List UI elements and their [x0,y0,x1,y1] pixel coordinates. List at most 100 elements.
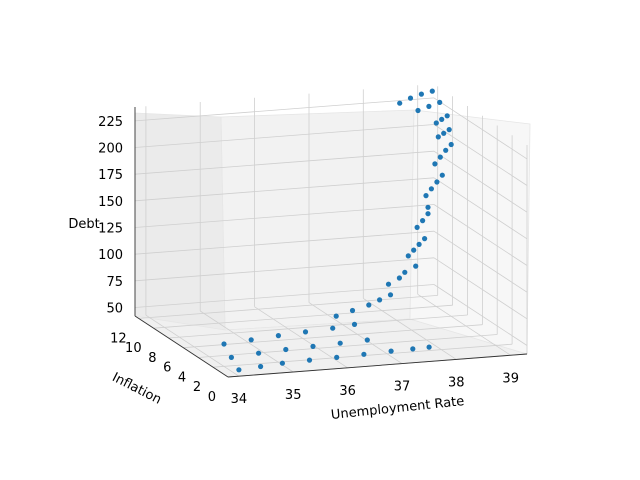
z-axis-label: Debt [68,217,99,232]
y-grid-line-floor [183,324,483,349]
y-tick-label: 10 [125,341,142,356]
data-point [248,337,254,343]
x-grid-line-floor [254,306,348,369]
z-grid-line-right [433,177,528,240]
data-point [334,354,340,360]
z-grid-line-back [134,230,435,255]
x-grid-line-floor [363,298,457,360]
y-tick-label: 12 [110,331,127,346]
data-point [441,130,447,136]
z-tick-label: 100 [98,248,123,263]
z-tick-label: 50 [106,302,123,317]
x-tick-label: 37 [394,380,411,395]
data-point [330,325,336,331]
data-point [387,292,394,298]
data-point [434,179,440,185]
z-grid-line-right [433,230,528,293]
data-point [414,224,420,230]
data-point [418,91,424,97]
z-tick-label: 75 [106,275,123,290]
z-grid-line-back [134,97,435,122]
data-point [221,341,227,347]
data-point [437,99,443,105]
z-grid-line-right [433,257,528,320]
data-point [310,343,316,349]
back-pane [220,109,415,331]
data-point [415,107,421,114]
data-point [275,333,281,339]
data-point [407,95,414,101]
z-grid-line-right [433,204,528,266]
data-point [429,88,435,94]
axis-lines [134,107,528,378]
data-point [444,113,450,119]
scatter-points [221,88,454,373]
z-grid-line-right [433,150,528,213]
x-tick-label: 39 [502,371,519,386]
data-point [439,116,445,122]
z-grid-line-right [433,284,528,346]
z-tick-label: 200 [98,142,123,157]
z-grid-line-back [134,177,435,202]
data-point [402,269,408,275]
data-point [423,193,429,199]
z-grid-line-back [134,284,435,308]
data-point [333,313,339,319]
x-grid-line-floor [308,302,403,364]
z-grid-line-right [433,97,528,160]
axis-panes [134,109,531,378]
y-tick-label: 8 [148,351,156,366]
y-tick-label: 6 [163,361,171,376]
data-point [302,329,309,335]
data-point [426,344,432,350]
y-grid-line-floor [153,304,453,329]
data-point [283,346,289,353]
grid-lines [134,85,528,378]
x-tick-label: 34 [231,392,248,407]
z-grid-line-back [134,257,435,282]
data-point [446,127,452,133]
data-point [377,297,383,303]
data-point [388,348,394,354]
y-tick-label: 2 [193,380,201,395]
data-point [405,253,411,259]
data-point [428,186,434,192]
data-point [411,247,417,253]
data-point [306,357,313,363]
y-grid-line-floor [138,295,438,319]
data-point [385,281,392,287]
data-point [279,360,285,366]
data-point [448,141,454,148]
y-axis-label: Inflation [110,370,164,407]
data-point [258,363,264,370]
data-point [420,218,426,224]
x-tick-label: 38 [448,375,465,390]
y-tick-label: 0 [208,390,216,405]
data-point [437,154,443,160]
z-grid-line-back [134,204,435,228]
z-grid-line-back [134,124,435,148]
z-tick-label: 150 [98,195,123,210]
y-grid-line-floor [198,334,498,358]
z-grid-line-back [134,150,435,175]
x-axis-line [227,353,528,378]
z-tick-label: 175 [98,168,123,183]
x-tick-label: 35 [285,388,302,403]
data-point [422,236,428,242]
data-point [236,367,242,373]
data-point [410,346,416,352]
data-point [366,302,372,308]
data-point [443,147,449,153]
data-point [256,350,262,356]
data-point [397,100,403,106]
data-point [361,351,367,357]
z-tick-label: 225 [98,115,123,130]
data-point [432,161,438,167]
data-point [351,321,358,327]
data-point [364,337,370,343]
data-point [413,263,419,269]
data-point [425,204,431,210]
z-tick-label: 125 [98,222,123,237]
z-grid-line-right [433,124,528,186]
